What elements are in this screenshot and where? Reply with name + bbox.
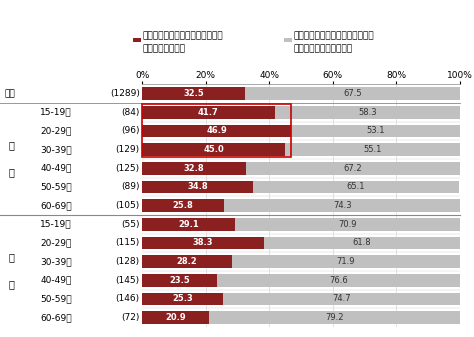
Text: (84): (84) bbox=[121, 108, 140, 117]
Text: 15-19歳: 15-19歳 bbox=[40, 108, 72, 117]
Text: 29.1: 29.1 bbox=[178, 220, 199, 229]
Text: (115): (115) bbox=[116, 238, 140, 247]
Text: (89): (89) bbox=[121, 182, 140, 191]
Text: 希望条件を変えていない: 希望条件を変えていない bbox=[294, 44, 353, 53]
Bar bbox=[142, 274, 217, 286]
Text: 60-69歳: 60-69歳 bbox=[40, 201, 72, 210]
Text: 67.2: 67.2 bbox=[344, 164, 363, 173]
Text: 76.6: 76.6 bbox=[329, 276, 348, 285]
Bar bbox=[235, 218, 460, 231]
Text: 65.1: 65.1 bbox=[347, 182, 365, 191]
Text: 女: 女 bbox=[9, 252, 15, 263]
Text: オミクロン株の影響で仕事探しの: オミクロン株の影響で仕事探しの bbox=[142, 31, 223, 40]
Text: 性: 性 bbox=[9, 167, 15, 177]
Text: (128): (128) bbox=[116, 257, 140, 266]
Text: 性: 性 bbox=[9, 279, 15, 289]
Text: 20.9: 20.9 bbox=[165, 313, 186, 322]
Bar bbox=[291, 125, 460, 137]
Text: 61.8: 61.8 bbox=[353, 238, 371, 247]
Text: 20-29歳: 20-29歳 bbox=[40, 238, 72, 247]
Bar bbox=[246, 87, 460, 100]
Bar bbox=[142, 106, 274, 119]
Bar bbox=[142, 218, 235, 231]
Text: 30-39歳: 30-39歳 bbox=[40, 257, 72, 266]
Text: 40-49歳: 40-49歳 bbox=[40, 164, 72, 173]
Text: (129): (129) bbox=[116, 145, 140, 154]
Text: 50-59歳: 50-59歳 bbox=[40, 295, 72, 303]
Text: (125): (125) bbox=[116, 164, 140, 173]
Text: 34.8: 34.8 bbox=[187, 182, 208, 191]
Bar bbox=[285, 143, 460, 156]
Text: 50-59歳: 50-59歳 bbox=[40, 182, 72, 191]
Text: 79.2: 79.2 bbox=[325, 313, 344, 322]
Text: (105): (105) bbox=[116, 201, 140, 210]
Bar bbox=[142, 237, 264, 249]
Bar bbox=[142, 104, 292, 157]
Text: 男: 男 bbox=[9, 141, 15, 150]
Bar bbox=[142, 293, 223, 305]
Text: 15-19歳: 15-19歳 bbox=[40, 220, 72, 229]
Bar bbox=[142, 311, 209, 324]
Text: 25.3: 25.3 bbox=[172, 295, 193, 303]
Bar bbox=[217, 274, 460, 286]
Text: 41.7: 41.7 bbox=[198, 108, 219, 117]
Text: 46.9: 46.9 bbox=[206, 126, 227, 135]
Text: 60-69歳: 60-69歳 bbox=[40, 313, 72, 322]
Bar bbox=[142, 181, 253, 193]
Bar bbox=[223, 293, 460, 305]
Text: 20-29歳: 20-29歳 bbox=[40, 126, 72, 135]
Bar bbox=[142, 143, 285, 156]
Text: 58.3: 58.3 bbox=[358, 108, 376, 117]
Text: 45.0: 45.0 bbox=[203, 145, 224, 154]
Bar bbox=[142, 87, 246, 100]
Bar bbox=[142, 162, 246, 175]
Bar bbox=[264, 237, 460, 249]
Text: オミクロン株の影響で仕事探しの: オミクロン株の影響で仕事探しの bbox=[294, 31, 374, 40]
Text: 53.1: 53.1 bbox=[366, 126, 385, 135]
Text: (145): (145) bbox=[116, 276, 140, 285]
Text: 74.7: 74.7 bbox=[332, 295, 350, 303]
Text: 32.8: 32.8 bbox=[184, 164, 205, 173]
Text: 74.3: 74.3 bbox=[333, 201, 351, 210]
Text: (1289): (1289) bbox=[110, 89, 140, 98]
Text: 30-39歳: 30-39歳 bbox=[40, 145, 72, 154]
Bar bbox=[253, 181, 459, 193]
Bar bbox=[142, 125, 291, 137]
Bar bbox=[246, 162, 460, 175]
Text: 38.3: 38.3 bbox=[193, 238, 213, 247]
Bar bbox=[209, 311, 460, 324]
Text: 28.2: 28.2 bbox=[177, 257, 197, 266]
Text: (146): (146) bbox=[116, 295, 140, 303]
Bar bbox=[142, 199, 224, 212]
Text: 23.5: 23.5 bbox=[169, 276, 190, 285]
Bar bbox=[142, 255, 232, 268]
Text: 67.5: 67.5 bbox=[343, 89, 362, 98]
Text: 55.1: 55.1 bbox=[364, 145, 382, 154]
Text: 32.5: 32.5 bbox=[183, 89, 204, 98]
Bar bbox=[232, 255, 460, 268]
Text: 70.9: 70.9 bbox=[338, 220, 356, 229]
Text: 全体: 全体 bbox=[5, 89, 16, 98]
Bar bbox=[274, 106, 460, 119]
Text: (96): (96) bbox=[121, 126, 140, 135]
Bar bbox=[224, 199, 460, 212]
Text: (72): (72) bbox=[121, 313, 140, 322]
Text: (55): (55) bbox=[121, 220, 140, 229]
Text: 希望条件を変えた: 希望条件を変えた bbox=[142, 44, 185, 53]
Text: 25.8: 25.8 bbox=[173, 201, 193, 210]
Text: 71.9: 71.9 bbox=[337, 257, 355, 266]
Text: 40-49歳: 40-49歳 bbox=[40, 276, 72, 285]
